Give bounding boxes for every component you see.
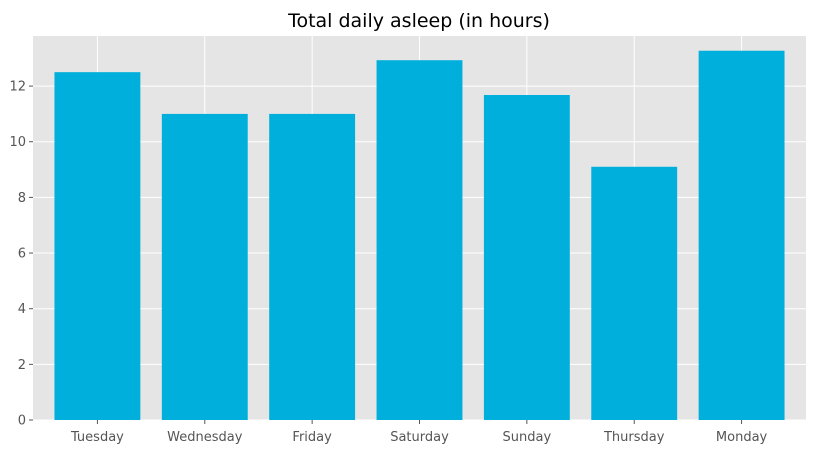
x-tick-label: Tuesday [70, 430, 124, 445]
y-tick-label: 12 [9, 80, 26, 95]
bar-sunday [483, 94, 570, 420]
bar-tuesday [54, 72, 141, 420]
bar-saturday [376, 60, 463, 421]
x-tick-label: Friday [292, 430, 332, 445]
y-tick-label: 4 [18, 302, 26, 317]
x-tick-label: Sunday [503, 430, 552, 445]
bar-friday [269, 113, 356, 421]
chart-title: Total daily asleep (in hours) [287, 10, 550, 32]
y-tick-label: 8 [18, 191, 26, 206]
y-tick-label: 2 [18, 358, 26, 373]
x-tick-label: Wednesday [167, 430, 243, 445]
x-tick-label: Monday [716, 430, 768, 445]
y-tick-label: 6 [18, 247, 26, 262]
y-tick-label: 0 [18, 414, 26, 429]
x-tick-label: Thursday [603, 430, 665, 445]
y-tick-label: 10 [9, 135, 26, 150]
bar-layer [54, 50, 785, 421]
bar-wednesday [161, 113, 248, 421]
axis-layer: 0 2 4 6 8 10 12 Tuesday Wednesday Friday Saturday S… [9, 80, 767, 445]
bar-thursday [591, 166, 678, 420]
x-tick-label: Saturday [390, 430, 449, 445]
bar-monday [698, 50, 785, 420]
